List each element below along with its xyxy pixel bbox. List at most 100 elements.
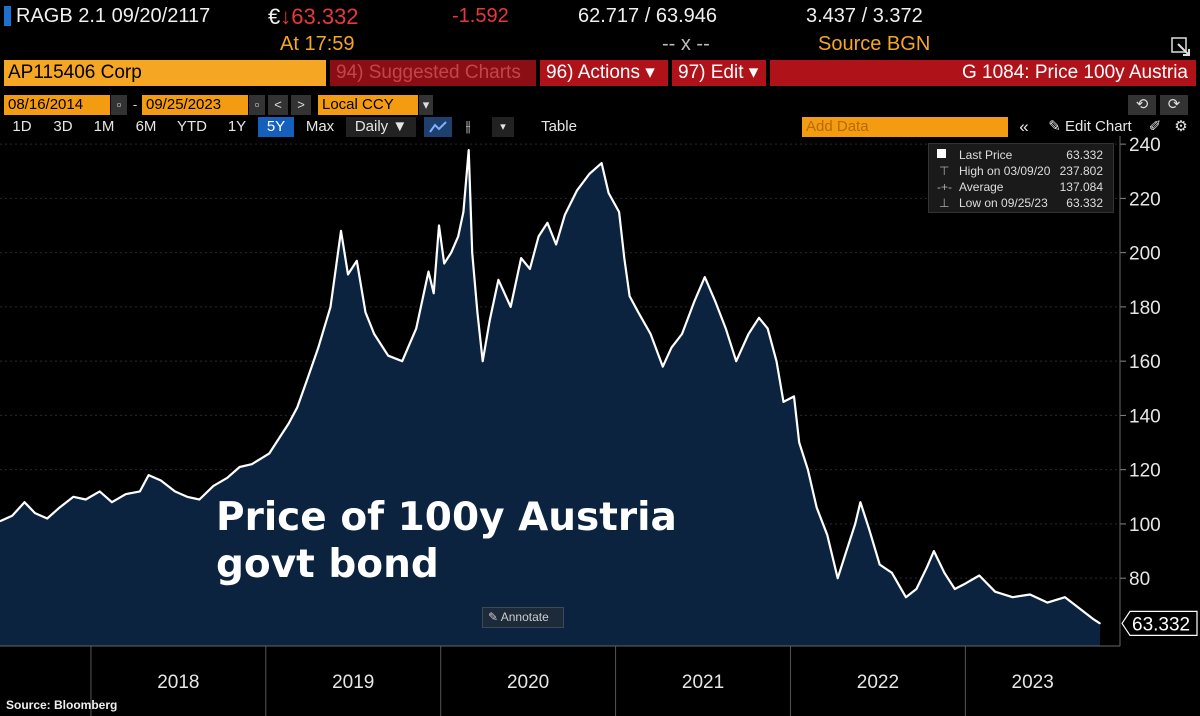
average-marker-icon: -+- xyxy=(937,180,952,194)
annotate-button[interactable]: ✎ Annotate xyxy=(482,607,564,628)
price-data-point xyxy=(329,306,332,308)
price-data-point xyxy=(600,162,603,164)
security-color-tag xyxy=(4,6,11,26)
end-date-input[interactable]: 09/25/2023 xyxy=(142,95,248,115)
price-data-point xyxy=(111,501,113,504)
legend-value-last: 63.332 xyxy=(1066,148,1103,162)
security-field[interactable]: AP115406 Corp xyxy=(4,60,326,86)
add-data-placeholder: Add Data xyxy=(806,118,869,135)
price-data-point xyxy=(450,251,453,254)
y-tick-label: 80 xyxy=(1129,569,1150,590)
price-data-point xyxy=(34,512,36,514)
price-data-point xyxy=(782,401,785,403)
currency-select[interactable]: Local CCY xyxy=(318,95,418,115)
range-tab-6m[interactable]: 6M xyxy=(135,118,157,135)
candlestick-icon[interactable]: ⫲ xyxy=(465,118,471,135)
settings-gear-icon[interactable]: ⚙ xyxy=(1174,118,1188,135)
range-tab-3d[interactable]: 3D xyxy=(53,118,73,135)
date-separator: - xyxy=(128,95,142,115)
legend-row-average: -+- Average 137.084 xyxy=(935,180,1109,195)
range-tab-ytd[interactable]: YTD xyxy=(177,118,207,135)
price-data-point xyxy=(462,211,465,213)
price-data-point xyxy=(186,496,188,498)
edit-menu[interactable]: 97) Edit ▾ xyxy=(672,60,766,86)
chart-type-dropdown-icon[interactable]: ▾ xyxy=(492,117,514,137)
price-data-point xyxy=(0,520,1,522)
price-data-point xyxy=(681,333,683,335)
quote-time: At 17:59 xyxy=(280,33,355,55)
range-tab-5y[interactable]: 5Y xyxy=(258,117,294,137)
price-data-point xyxy=(72,496,75,498)
price-data-point xyxy=(198,498,201,501)
yields: 3.437 / 3.372 xyxy=(806,5,923,27)
price-data-point xyxy=(529,268,531,270)
price-data-point xyxy=(1064,596,1066,598)
price-data-point xyxy=(432,292,435,295)
draw-tool-icon[interactable]: ✐ xyxy=(1148,118,1162,135)
range-tab-1m[interactable]: 1M xyxy=(93,118,115,135)
price-data-point xyxy=(725,327,727,330)
suggested-charts-button[interactable]: 94) Suggested Charts xyxy=(330,60,536,86)
price-data-point xyxy=(1081,609,1084,612)
price-data-point xyxy=(546,222,549,224)
legend-row-low: ⊥ Low on 09/25/23 63.332 xyxy=(935,196,1109,211)
price-data-point xyxy=(497,279,500,281)
price-data-point xyxy=(347,273,349,276)
price-data-point xyxy=(836,577,839,579)
actions-menu[interactable]: 96) Actions ▾ xyxy=(540,60,668,86)
redo-icon[interactable]: ⟳ xyxy=(1160,95,1188,115)
chart-legend[interactable]: Last Price 63.332 ⊤ High on 03/09/20 237… xyxy=(928,143,1114,213)
price-data-point xyxy=(954,588,956,590)
price-data-point xyxy=(476,311,479,314)
price-data-point xyxy=(775,360,778,362)
net-change: -1.592 xyxy=(452,5,509,27)
legend-square-icon xyxy=(937,149,946,158)
legend-label-low: Low on 09/25/23 xyxy=(959,196,1048,210)
price-data-point xyxy=(628,295,631,297)
price-data-point xyxy=(467,149,470,151)
currency-dropdown-icon[interactable]: ▾ xyxy=(419,95,433,115)
function-title: G 1084: Price 100y Austria xyxy=(770,60,1196,86)
ticker-label: RAGB 2.1 09/20/2117 xyxy=(16,5,211,27)
popout-icon[interactable] xyxy=(1170,36,1192,58)
line-chart-icon[interactable] xyxy=(424,117,452,137)
collapse-icon[interactable]: « xyxy=(1019,117,1029,136)
price-data-point xyxy=(147,474,150,476)
previous-period-button[interactable]: < xyxy=(268,95,288,115)
frequency-select[interactable]: Daily ▼ xyxy=(346,117,416,137)
price-data-point xyxy=(46,517,48,520)
legend-row-last: Last Price 63.332 xyxy=(935,148,1109,163)
price-data-point xyxy=(471,251,474,254)
price-data-point xyxy=(854,523,856,525)
range-tab-1y[interactable]: 1Y xyxy=(227,118,247,135)
price-data-point xyxy=(845,550,848,552)
last-price: €↓63.332 xyxy=(268,4,359,30)
price-data-point xyxy=(11,515,13,517)
next-period-button[interactable]: > xyxy=(291,95,311,115)
end-calendar-icon[interactable]: ▫ xyxy=(249,95,265,115)
table-button[interactable]: Table xyxy=(541,118,577,135)
chart-annotation-line2: govt bond xyxy=(216,542,439,587)
price-data-point xyxy=(693,300,696,303)
start-date-input[interactable]: 08/16/2014 xyxy=(4,95,110,115)
price-chart: 80 100 120 140 160 180 200 220 240 2018 2019 2020 2… xyxy=(0,136,1198,716)
add-data-input[interactable]: Add Data xyxy=(802,117,1008,137)
edit-chart-button[interactable]: ✎ Edit Chart xyxy=(1040,117,1140,137)
currency-symbol: € xyxy=(268,4,281,29)
start-calendar-icon[interactable]: ▫ xyxy=(111,95,127,115)
price-data-point xyxy=(259,458,262,460)
range-tab-max[interactable]: Max xyxy=(305,118,335,135)
price-data-point xyxy=(509,306,512,308)
price-data-point xyxy=(978,574,981,577)
price-data-point xyxy=(1029,593,1031,596)
edit-chart-label: Edit Chart xyxy=(1065,118,1132,135)
undo-icon[interactable]: ⟲ xyxy=(1128,95,1156,115)
price-data-point xyxy=(826,534,828,536)
price-data-point xyxy=(287,422,290,425)
price-data-point xyxy=(84,498,87,501)
range-tab-1d[interactable]: 1D xyxy=(12,118,32,135)
x-tick-label: 2023 xyxy=(1012,672,1054,693)
price-data-point xyxy=(714,300,717,303)
price-data-point xyxy=(943,572,946,574)
price-data-point xyxy=(994,590,996,593)
